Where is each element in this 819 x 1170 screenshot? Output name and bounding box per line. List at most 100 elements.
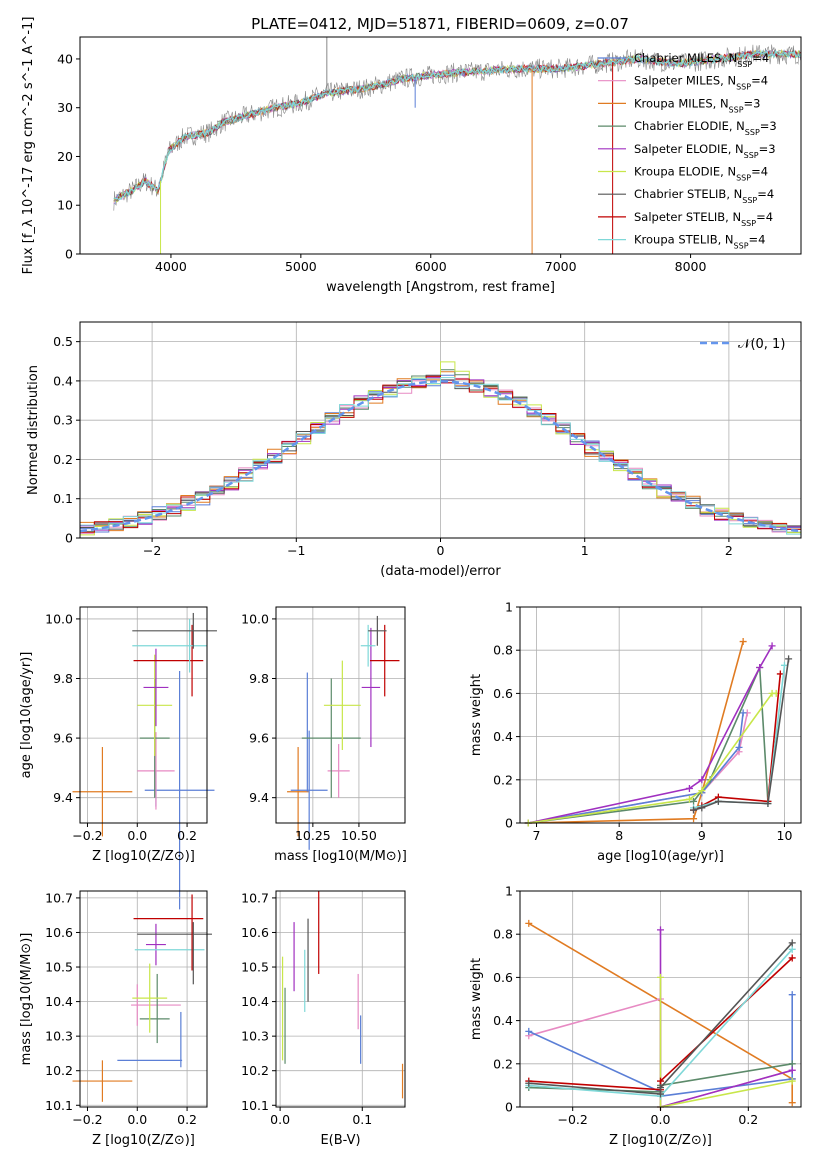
y-tick-label: 0.4 xyxy=(493,729,513,744)
weight-marker xyxy=(685,795,693,803)
chart-mass_vs_ebv: 0.0 0.1 10.1 10.2 10.3 10.4 10.5 10.6 10.7 E(B-V) xyxy=(241,890,406,1148)
x-axis-label: mass [log10(M/M⊙)] xyxy=(274,849,407,864)
histogram-8 xyxy=(80,377,801,535)
y-axis-label: age [log10(age/yr)] xyxy=(19,652,34,779)
weight-marker xyxy=(657,1084,664,1092)
chart-age_vs_Z: −0.2 0.0 0.2 9.4 9.6 9.8 10.0 Z [log10(Z/Z⊙)] ag… xyxy=(19,606,217,910)
legend-label: Chabrier MILES, NSSP=4 xyxy=(634,51,769,69)
figure-title: PLATE=0412, MJD=51871, FIBERID=0609, z=0… xyxy=(251,15,629,33)
y-tick-label: 10.2 xyxy=(241,1063,269,1078)
x-tick-label: 0.2 xyxy=(177,1112,197,1127)
weight-marker xyxy=(788,1066,796,1074)
legend-label: Kroupa ELODIE, NSSP=4 xyxy=(634,165,768,183)
weight-line-0 xyxy=(528,641,744,824)
y-tick-label: 0 xyxy=(505,816,513,831)
x-axis-label: Z [log10(Z/Z⊙)] xyxy=(92,849,195,864)
chart-mass_vs_Z: −0.2 0.0 0.2 10.1 10.2 10.3 10.4 10.5 10.6 10.7 Z … xyxy=(19,890,212,1148)
y-axis-label: mass [log10(M/M⊙)] xyxy=(19,933,34,1066)
chart-weight_vs_age: 7 8 9 10 0 0.2 0.4 0.6 0.8 1 age [log10(age/yr)] ma… xyxy=(469,600,802,864)
plot-area xyxy=(79,361,802,536)
axes-frame xyxy=(79,36,802,255)
y-tick-label: 10.5 xyxy=(241,960,269,975)
weight-marker xyxy=(690,815,698,823)
plot-area xyxy=(281,891,404,1099)
legend: Chabrier MILES, NSSP=4 Salpeter MILES, NS… xyxy=(598,51,777,250)
weight-marker xyxy=(657,1077,664,1085)
weight-marker xyxy=(698,787,706,795)
chart-age_vs_mass: 10.25 10.50 9.4 9.6 9.8 10.0 mass [log10(M/M⊙)… xyxy=(241,606,407,864)
weight-marker xyxy=(690,797,698,805)
legend-label: Chabrier STELIB, NSSP=4 xyxy=(634,187,774,205)
plot-area xyxy=(525,919,796,1111)
y-tick-label: 10.6 xyxy=(241,925,269,940)
x-tick-label: 0.1 xyxy=(352,1112,372,1127)
x-tick-label: 7000 xyxy=(545,259,577,274)
y-tick-label: 10.0 xyxy=(45,611,73,626)
weight-marker xyxy=(788,991,796,999)
chart-spectrum: 4000 5000 6000 7000 8000 0 10 20 30 40 wavelength … xyxy=(21,17,802,295)
y-axis-label: Normed distribution xyxy=(26,365,41,495)
legend-label: Salpeter MILES, NSSP=4 xyxy=(634,74,768,92)
y-tick-label: 30 xyxy=(57,100,73,115)
x-tick-label: 0.2 xyxy=(177,828,197,843)
weight-marker xyxy=(525,1079,533,1087)
weight-marker xyxy=(780,661,788,669)
weight-marker xyxy=(657,1090,664,1098)
x-tick-label: −1 xyxy=(287,543,305,558)
weight-line-4 xyxy=(659,929,793,1109)
legend-label: Salpeter STELIB, NSSP=4 xyxy=(634,210,773,228)
weight-marker xyxy=(690,806,698,814)
weight-line-3 xyxy=(528,667,769,824)
legend-label: Kroupa STELIB, NSSP=4 xyxy=(634,233,765,251)
model-line-8 xyxy=(113,49,802,202)
x-tick-label: 7 xyxy=(533,828,541,843)
x-axis-label: Z [log10(Z/Z⊙)] xyxy=(92,1133,195,1148)
weight-marker xyxy=(739,709,747,717)
model-line-highlight xyxy=(113,49,800,201)
chart-residuals: −2 −1 0 1 2 0 0.1 0.2 0.3 0.4 0.5 (data-model)/erro… xyxy=(26,321,802,579)
x-tick-label: 0.0 xyxy=(651,1112,671,1127)
x-tick-label: −2 xyxy=(143,543,161,558)
plot-area xyxy=(287,615,400,850)
y-tick-label: 9.6 xyxy=(249,731,269,746)
x-tick-label: 8 xyxy=(615,828,623,843)
y-tick-label: 40 xyxy=(57,51,73,66)
weight-marker xyxy=(788,945,796,953)
x-tick-label: 0 xyxy=(437,543,445,558)
weight-marker xyxy=(788,939,796,947)
y-tick-label: 9.4 xyxy=(53,790,73,805)
weight-marker xyxy=(685,784,693,792)
y-tick-label: 10 xyxy=(57,198,73,213)
x-tick-label: 6000 xyxy=(415,259,447,274)
y-tick-label: 0.2 xyxy=(493,772,513,787)
plot-area xyxy=(113,37,802,254)
x-axis-label: age [log10(age/yr)] xyxy=(597,849,724,864)
y-tick-label: 0.2 xyxy=(493,1056,513,1071)
y-tick-label: 10.1 xyxy=(241,1098,269,1113)
axes-frame xyxy=(79,890,208,1108)
y-tick-label: 0.1 xyxy=(53,491,73,506)
weight-marker xyxy=(768,642,776,650)
y-axis-label: Flux [f_λ 10^-17 erg cm^-2 s^-1 A^-1] xyxy=(21,17,36,275)
weight-marker xyxy=(714,797,722,805)
y-tick-label: 10.3 xyxy=(241,1029,269,1044)
x-axis-label: (data-model)/error xyxy=(380,564,501,579)
y-tick-label: 10.7 xyxy=(45,890,73,905)
weight-line-2 xyxy=(528,712,744,824)
plot-area xyxy=(524,638,793,827)
weight-marker xyxy=(788,1077,796,1085)
y-tick-label: 0.6 xyxy=(493,686,513,701)
weight-marker xyxy=(788,1060,796,1068)
legend-label: Chabrier ELODIE, NSSP=3 xyxy=(634,119,777,137)
y-tick-label: 0.4 xyxy=(493,1013,513,1028)
x-tick-label: 1 xyxy=(581,543,589,558)
y-tick-label: 9.8 xyxy=(53,671,73,686)
y-tick-label: 10.3 xyxy=(45,1029,73,1044)
plot-area xyxy=(72,894,212,1102)
weight-marker xyxy=(764,800,772,808)
y-tick-label: 9.8 xyxy=(249,671,269,686)
y-tick-label: 10.5 xyxy=(45,960,73,975)
y-tick-label: 10.0 xyxy=(241,611,269,626)
weight-marker xyxy=(735,743,743,751)
y-tick-label: 0 xyxy=(65,531,73,546)
